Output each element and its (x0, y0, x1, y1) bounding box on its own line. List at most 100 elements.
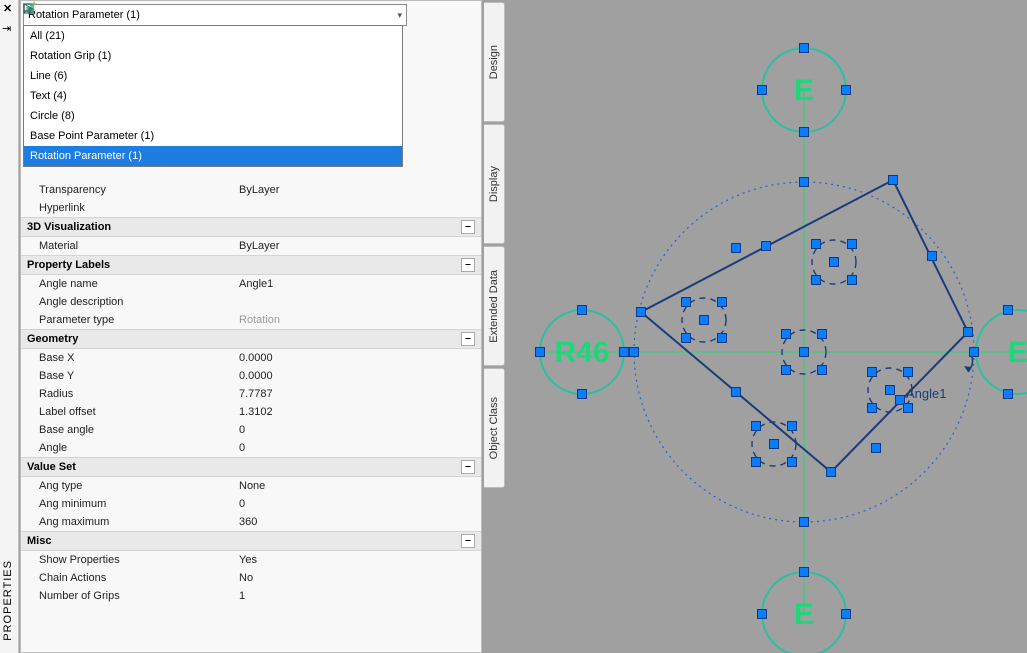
canvas-svg: E E R46 E Angle1 (508, 0, 1027, 653)
property-value: 0.0000 (239, 352, 481, 364)
toggle-pickadd-icon[interactable] (435, 5, 455, 25)
section-header[interactable]: Geometry – (21, 329, 481, 349)
property-label: Parameter type (39, 314, 239, 326)
property-row[interactable]: Base Y0.0000 (21, 367, 481, 385)
property-label: Radius (39, 388, 239, 400)
palette-handle: ✕ ⇥ PROPERTIES (0, 0, 19, 653)
property-label: Show Properties (39, 554, 239, 566)
select-objects-icon[interactable]: + (459, 5, 479, 25)
object-type-dropdown[interactable]: All (21)Rotation Grip (1)Line (6)Text (4… (23, 25, 403, 167)
section-header[interactable]: Value Set – (21, 457, 481, 477)
drawing-canvas[interactable]: E E R46 E Angle1 (508, 0, 1027, 653)
section-title: Geometry (27, 333, 78, 345)
property-label: Ang type (39, 480, 239, 492)
property-label: Base Y (39, 370, 239, 382)
property-value: 0 (239, 424, 481, 436)
section-title: Misc (27, 535, 51, 547)
chevron-down-icon: ▾ (397, 10, 402, 21)
pin-icon[interactable]: ⇥ (2, 22, 11, 35)
side-tabs: Design Display Extended Data Object Class (484, 0, 506, 653)
section-header[interactable]: Property Labels – (21, 255, 481, 275)
property-value: ByLayer (239, 184, 481, 196)
collapse-icon[interactable]: – (461, 460, 475, 474)
property-row[interactable]: Ang typeNone (21, 477, 481, 495)
property-label: Material (39, 240, 239, 252)
dropdown-item[interactable]: Line (6) (24, 66, 402, 86)
side-tab[interactable]: Display (484, 124, 505, 244)
property-row[interactable]: Base X0.0000 (21, 349, 481, 367)
collapse-icon[interactable]: – (461, 258, 475, 272)
section-header[interactable]: 3D Visualization – (21, 217, 481, 237)
property-label: Base angle (39, 424, 239, 436)
properties-panel: Rotation Parameter (1) ▾ + + All (21)Rot… (20, 0, 482, 653)
property-label: Ang maximum (39, 516, 239, 528)
dropdown-item[interactable]: Text (4) (24, 86, 402, 106)
property-row[interactable]: Chain ActionsNo (21, 569, 481, 587)
collapse-icon[interactable]: – (461, 332, 475, 346)
property-value: Rotation (239, 314, 481, 326)
collapse-icon[interactable]: – (461, 220, 475, 234)
property-value: 360 (239, 516, 481, 528)
close-icon[interactable]: ✕ (3, 2, 12, 15)
side-tab[interactable]: Object Class (484, 368, 505, 488)
property-row[interactable]: Number of Grips1 (21, 587, 481, 605)
dropdown-item[interactable]: All (21) (24, 26, 402, 46)
property-value: No (239, 572, 481, 584)
svg-text:E: E (794, 598, 814, 631)
property-row[interactable]: Parameter typeRotation (21, 311, 481, 329)
property-value: ByLayer (239, 240, 481, 252)
section-header[interactable]: Misc – (21, 531, 481, 551)
collapse-icon[interactable]: – (461, 534, 475, 548)
section-title: Value Set (27, 461, 76, 473)
property-row[interactable]: Angle nameAngle1 (21, 275, 481, 293)
property-row[interactable]: Ang maximum360 (21, 513, 481, 531)
quick-select-icon[interactable]: + (411, 5, 431, 25)
svg-text:E: E (1008, 336, 1027, 369)
object-type-selector[interactable]: Rotation Parameter (1) ▾ (23, 4, 407, 26)
property-value: Yes (239, 554, 481, 566)
palette-title: PROPERTIES (2, 560, 14, 641)
property-label: Hyperlink (39, 202, 239, 214)
property-row[interactable]: Radius7.7787 (21, 385, 481, 403)
side-tab-label: Object Class (488, 397, 500, 459)
property-row[interactable]: Ang minimum0 (21, 495, 481, 513)
svg-text:R46: R46 (554, 336, 609, 369)
property-value: 1.3102 (239, 406, 481, 418)
property-value: 0.0000 (239, 370, 481, 382)
property-label: Transparency (39, 184, 239, 196)
selector-value: Rotation Parameter (1) (28, 9, 140, 21)
property-row[interactable]: Angle description (21, 293, 481, 311)
dropdown-item[interactable]: Base Point Parameter (1) (24, 126, 402, 146)
side-tab[interactable]: Extended Data (484, 246, 505, 366)
section-title: 3D Visualization (27, 221, 111, 233)
side-tab[interactable]: Design (484, 2, 505, 122)
property-row[interactable]: Base angle0 (21, 421, 481, 439)
property-label: Ang minimum (39, 498, 239, 510)
property-label: Label offset (39, 406, 239, 418)
property-label: Base X (39, 352, 239, 364)
property-row[interactable]: Show PropertiesYes (21, 551, 481, 569)
property-label: Angle (39, 442, 239, 454)
side-tab-label: Design (488, 45, 500, 79)
property-label: Angle description (39, 296, 239, 308)
property-value: 1 (239, 590, 481, 602)
dropdown-item[interactable]: Circle (8) (24, 106, 402, 126)
svg-text:E: E (794, 74, 814, 107)
property-row[interactable]: MaterialByLayer (21, 237, 481, 255)
property-label: Angle name (39, 278, 239, 290)
dropdown-item[interactable]: Rotation Grip (1) (24, 46, 402, 66)
property-row[interactable]: TransparencyByLayer (21, 181, 481, 199)
dropdown-item[interactable]: Rotation Parameter (1) (24, 146, 402, 166)
property-value: 0 (239, 442, 481, 454)
property-value: 7.7787 (239, 388, 481, 400)
property-row[interactable]: Label offset1.3102 (21, 403, 481, 421)
property-row[interactable]: Hyperlink (21, 199, 481, 217)
side-tab-label: Extended Data (488, 270, 500, 343)
property-label: Number of Grips (39, 590, 239, 602)
property-value: None (239, 480, 481, 492)
svg-text:+: + (31, 1, 36, 9)
svg-text:Angle1: Angle1 (906, 386, 946, 401)
section-title: Property Labels (27, 259, 110, 271)
side-tab-label: Display (488, 166, 500, 202)
property-row[interactable]: Angle0 (21, 439, 481, 457)
